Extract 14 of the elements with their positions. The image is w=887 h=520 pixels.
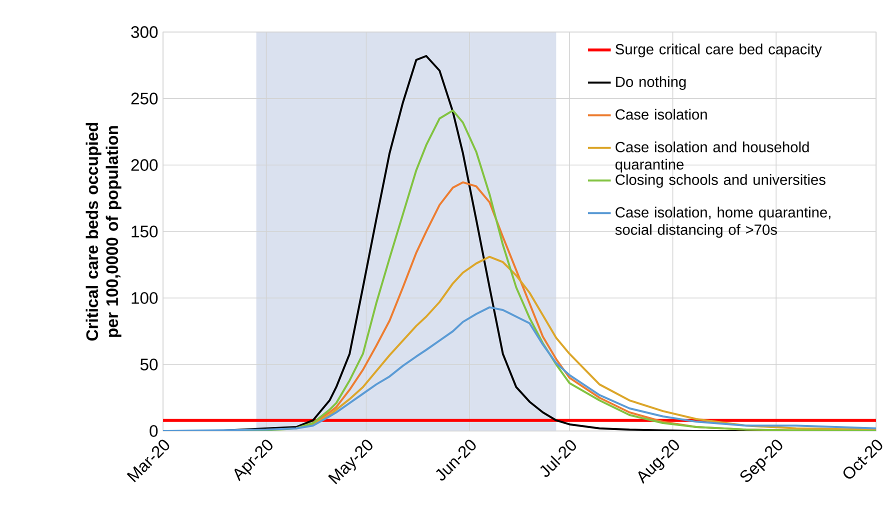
legend-label: Closing schools and universities <box>616 174 826 188</box>
legend-label: Case isolation <box>616 108 707 120</box>
y-tick-label: 0 <box>150 425 158 437</box>
y-tick-label: 200 <box>131 159 158 171</box>
y-tick-label: 50 <box>140 358 158 370</box>
y-tick-label: 250 <box>131 92 158 104</box>
y-tick-label: 100 <box>132 292 158 304</box>
y-tick-label: 300 <box>131 26 158 38</box>
legend-label: Case isolation and household quarantine <box>616 142 809 173</box>
y-tick-label: 150 <box>132 226 158 238</box>
legend-label: Do nothing <box>616 76 686 90</box>
legend-label: Case isolation, home quarantine, social distancing of >70s <box>615 206 830 238</box>
legend-label: Surge critical care bed capacity <box>616 44 822 58</box>
y-axis-title: Critical care beds occupied per 100,0000 of population <box>86 122 122 341</box>
